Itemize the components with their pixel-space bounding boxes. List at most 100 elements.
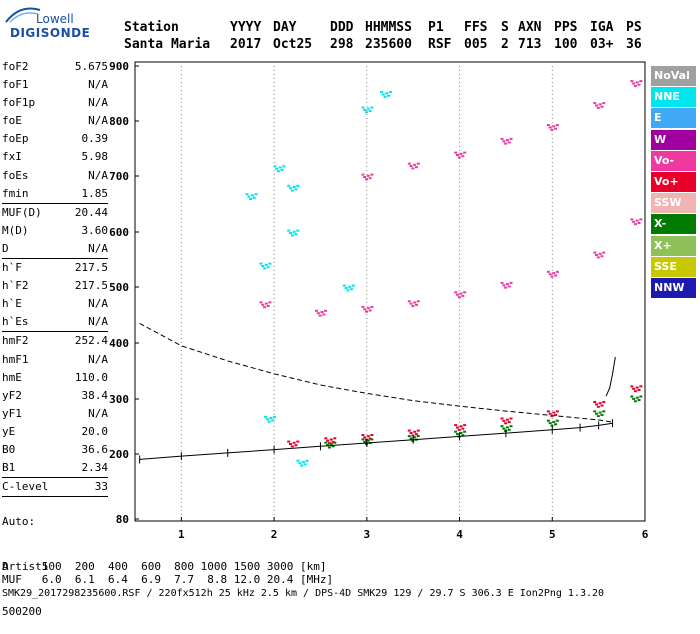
parameter-row: foE N/A (2, 112, 108, 130)
data-point (280, 168, 284, 171)
header-value: 03+ (590, 37, 614, 52)
data-point (502, 419, 506, 422)
data-point (507, 141, 511, 144)
legend-item: SSW (651, 193, 696, 214)
data-point (296, 459, 300, 462)
parameter-name: hmE (2, 370, 22, 384)
data-point (409, 437, 413, 440)
data-point (639, 218, 643, 221)
parameter-value: N/A (88, 114, 108, 128)
parameter-row: hmF1 N/A (2, 351, 108, 369)
data-point (504, 142, 508, 145)
data-point (596, 256, 600, 259)
data-point (368, 110, 372, 113)
parameter-name: foF1p (2, 96, 36, 110)
data-point (463, 151, 467, 154)
data-point (290, 445, 294, 448)
data-point (361, 106, 365, 109)
data-point (593, 251, 597, 254)
data-point (504, 422, 508, 425)
data-point (459, 152, 463, 155)
data-point (637, 222, 641, 224)
data-point (505, 418, 509, 421)
data-point (414, 433, 418, 436)
data-point (639, 385, 643, 388)
dashed-curve (139, 322, 613, 423)
parameter-name: yF1 (2, 406, 22, 420)
data-point (416, 162, 420, 165)
header-label: DAY (273, 20, 297, 35)
parameter-separator (2, 258, 108, 260)
header-value: RSF (428, 37, 452, 52)
parameter-name: h`Es (2, 315, 29, 329)
data-point (411, 167, 415, 170)
data-point (289, 443, 293, 445)
data-point (287, 229, 291, 232)
data-point (365, 178, 369, 181)
data-point (504, 286, 508, 289)
parameter-separator (2, 331, 108, 333)
y-tick-label: 600 (109, 226, 129, 239)
data-point (273, 415, 277, 418)
data-point (370, 305, 374, 308)
data-point (457, 156, 461, 159)
data-point (500, 137, 504, 140)
parameter-row: h`F2 217.5 (2, 277, 108, 295)
data-point (502, 427, 506, 430)
data-point (593, 102, 597, 105)
footer-info: SMK29_2017298235600.RSF / 220fx512h 25 k… (2, 588, 605, 599)
y-tick-label: 80 (116, 513, 129, 526)
parameter-value: 20.0 (81, 424, 109, 438)
foF2-trace (605, 356, 616, 397)
data-point (370, 438, 374, 441)
data-point (361, 305, 365, 308)
data-point (554, 127, 558, 130)
parameter-value: 33 (94, 480, 108, 494)
data-point (455, 293, 459, 296)
data-point (459, 425, 463, 428)
data-point (264, 263, 268, 266)
parameter-separator (2, 496, 108, 498)
polarization-legend: NoVal NNE E W Vo- Vo+ SSW X- X+ SSE NNW (651, 66, 696, 299)
parameter-separator (2, 477, 108, 479)
data-point (600, 105, 604, 108)
data-point (550, 128, 554, 131)
parameter-name: B0 (2, 442, 16, 456)
data-point (366, 174, 370, 177)
parameter-name: h`F2 (2, 279, 29, 293)
parameter-row: foEp 0.39 (2, 130, 108, 148)
data-point (409, 302, 413, 305)
parameter-value: 5.98 (81, 150, 109, 164)
data-point (329, 442, 333, 445)
data-point (289, 187, 293, 190)
y-tick-label: 500 (109, 281, 129, 294)
data-point (454, 424, 458, 427)
parameter-row: B1 2.34 (2, 459, 108, 477)
data-point (546, 410, 550, 413)
data-point (550, 424, 554, 427)
data-point (294, 444, 298, 447)
parameter-value: 5.675 (74, 60, 108, 73)
data-point (296, 440, 300, 443)
data-point (278, 166, 282, 169)
data-point (370, 106, 374, 109)
data-point (264, 302, 268, 305)
header-value: 2 (501, 37, 509, 52)
data-point (459, 431, 463, 434)
footer-d-row: D 100 200 400 600 800 1000 1500 3000 [km… (2, 560, 327, 573)
data-point (505, 426, 509, 429)
data-point (333, 437, 337, 440)
logo-line2: DIGISONDE (10, 26, 91, 40)
data-point (461, 434, 465, 437)
data-point (596, 106, 600, 109)
data-point (546, 419, 550, 422)
data-point (463, 424, 467, 427)
data-point (598, 402, 602, 405)
parameter-row: h`F 217.5 (2, 259, 108, 277)
parameter-name: fmin (2, 186, 29, 200)
data-point (361, 434, 365, 436)
parameter-value: 217.5 (74, 279, 108, 293)
data-point (342, 284, 346, 287)
parameter-row: h`Es N/A (2, 313, 108, 331)
parameter-row: M(D) 3.60 (2, 222, 108, 240)
